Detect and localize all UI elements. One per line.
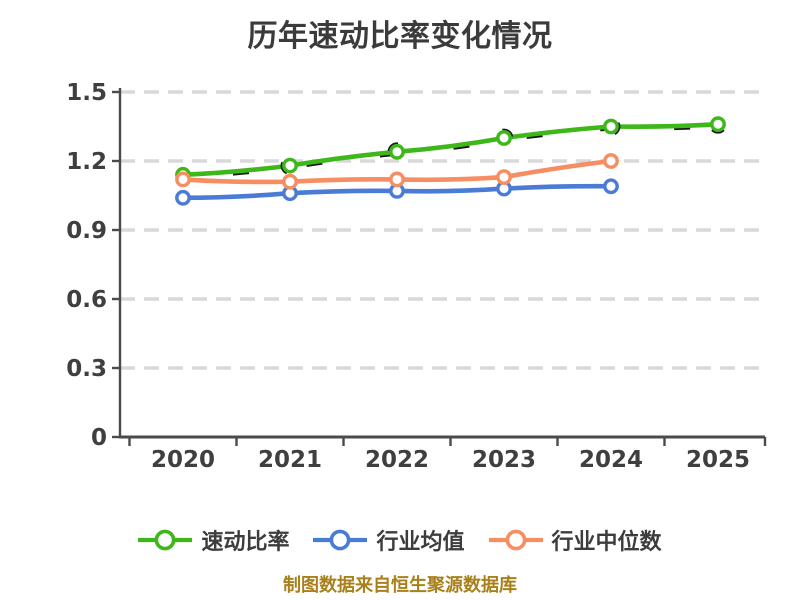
y-tick-label: 0.6	[66, 287, 107, 313]
legend-label-quick-ratio: 速动比率	[201, 530, 290, 555]
x-tick-label: 2024	[579, 447, 643, 473]
data-point-marker	[496, 169, 512, 186]
axes	[112, 88, 767, 446]
sketch-marker-arc	[601, 117, 621, 136]
data-point-marker	[282, 173, 298, 190]
axis-labels: 0 0.3 0.6 0.9 1.2 1.5 2020 2021 2022 2023 2024 2025	[66, 80, 750, 473]
gridlines	[120, 90, 765, 370]
data-point-marker	[603, 178, 619, 195]
legend-item-quick-ratio: 速动比率	[138, 524, 289, 556]
series-行业均值	[175, 178, 619, 206]
data-point-marker	[496, 130, 512, 146]
chart-title: 历年速动比率变化情况	[247, 19, 553, 54]
data-point-marker	[282, 157, 298, 174]
y-tick-label: 0.3	[66, 356, 107, 382]
legend-item-industry-median: 行业中位数	[488, 524, 662, 556]
y-tick-label: 0	[91, 425, 107, 451]
legend-item-industry-mean: 行业均值	[313, 524, 465, 556]
data-point-marker	[389, 171, 405, 188]
data-point-marker	[389, 143, 405, 160]
sketch-marker-arc	[494, 128, 514, 148]
data-point-marker	[710, 116, 726, 133]
chart-legend: 速动比率 行业均值 行业中位数	[0, 520, 800, 560]
x-tick-label: 2020	[151, 447, 215, 473]
data-point-marker	[603, 118, 619, 135]
data-point-marker	[603, 153, 619, 169]
series-line	[180, 121, 721, 178]
legend-label-industry-mean: 行业均值	[376, 530, 465, 555]
y-tick-label: 1.2	[66, 149, 107, 175]
y-tick-label: 1.5	[66, 80, 107, 106]
x-tick-label: 2022	[365, 447, 429, 473]
x-tick-label: 2021	[258, 447, 322, 473]
line-marker-icon	[313, 529, 368, 551]
x-tick-label: 2023	[472, 447, 536, 473]
data-source-note: 制图数据来自恒生聚源数据库	[283, 575, 517, 596]
data-point-marker	[175, 171, 191, 188]
legend-label-industry-median: 行业中位数	[551, 530, 662, 555]
series-行业中位数	[175, 153, 619, 190]
data-point-marker	[175, 189, 191, 206]
x-tick-label: 2025	[686, 447, 750, 473]
y-tick-label: 0.9	[66, 218, 107, 244]
sketch-marker-arc	[387, 142, 407, 162]
line-marker-icon	[488, 529, 543, 551]
series-速动比率	[173, 114, 728, 185]
line-marker-icon	[138, 529, 193, 551]
